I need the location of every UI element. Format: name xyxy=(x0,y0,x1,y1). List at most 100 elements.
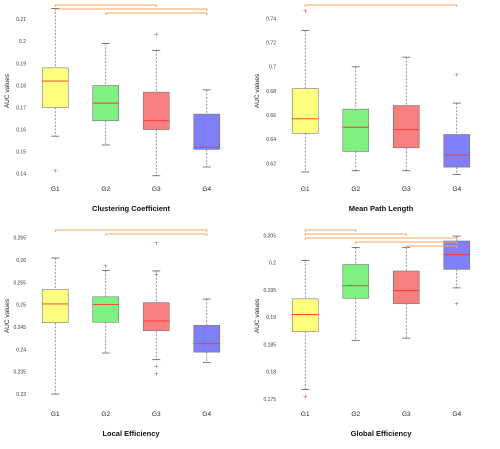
outlier-point: + xyxy=(454,301,459,308)
box-iqr xyxy=(41,289,69,323)
box-iqr xyxy=(392,270,420,305)
significance-bracket xyxy=(54,8,208,11)
y-tick-label: 0.185 xyxy=(263,342,276,348)
box-iqr xyxy=(392,105,420,149)
box-g1: + xyxy=(41,8,69,175)
box-plot: 0.14 0.15 0.16 0.17 0.18 0.19 0.2 0.21 AUC value… xyxy=(4,4,221,213)
y-tick-label: 0.62 xyxy=(266,161,276,167)
chart-panel-local-efficiency: 0.23 0.235 0.24 0.245 0.25 0.255 0.26 0.265 AUC … xyxy=(0,225,250,449)
outlier-point: + xyxy=(154,240,159,247)
y-tick-label: 0.235 xyxy=(13,370,26,376)
y-tick-label: 0.68 xyxy=(266,89,276,95)
box-g2 xyxy=(342,66,370,172)
outlier-point: + xyxy=(154,371,159,378)
significance-bracket xyxy=(405,245,458,248)
y-tick-label: 0.15 xyxy=(16,149,26,155)
box-iqr xyxy=(443,134,471,168)
x-category-label: G3 xyxy=(402,411,411,418)
y-tick-label: 0.16 xyxy=(16,127,26,133)
y-tick-label: 0.2 xyxy=(269,261,276,267)
chart-panel-clustering-coefficient: 0.14 0.15 0.16 0.17 0.18 0.19 0.2 0.21 AUC value… xyxy=(0,0,250,224)
box-iqr xyxy=(342,108,370,152)
significance-bracket xyxy=(54,4,157,7)
y-tick-label: 0.7 xyxy=(269,65,276,71)
box-iqr xyxy=(41,67,69,108)
x-category-label: G2 xyxy=(351,411,360,418)
y-tick-label: 0.24 xyxy=(16,347,26,353)
box-iqr xyxy=(142,91,170,130)
y-tick-label: 0.14 xyxy=(16,171,26,177)
y-tick-label: 0.64 xyxy=(266,137,276,143)
y-tick-label: 0.23 xyxy=(16,392,26,398)
outlier-point: + xyxy=(154,364,159,371)
chart-title: Global Efficiency xyxy=(351,429,413,438)
chart-panel-mean-path-length: 0.62 0.64 0.66 0.68 0.7 0.72 0.74 AUC values + + G… xyxy=(250,0,500,224)
box-iqr xyxy=(193,325,221,353)
y-tick-label: 0.19 xyxy=(16,61,26,67)
x-category-label: G2 xyxy=(101,186,110,193)
x-category-label: G4 xyxy=(452,411,461,418)
x-category-label: G3 xyxy=(152,186,161,193)
box-plot: 0.175 0.18 0.185 0.19 0.195 0.2 0.205 AUC value… xyxy=(254,229,471,438)
box-iqr xyxy=(291,298,319,332)
x-category-label: G3 xyxy=(152,411,161,418)
x-category-label: G2 xyxy=(101,411,110,418)
outlier-point: + xyxy=(303,394,308,401)
box-g2: + xyxy=(92,263,120,354)
box-g4 xyxy=(193,298,221,363)
box-plot: 0.23 0.235 0.24 0.245 0.25 0.255 0.26 0.265 AUC … xyxy=(4,229,221,438)
outlier-point: + xyxy=(303,8,308,15)
chart-title: Local Efficiency xyxy=(102,429,160,438)
box-g2 xyxy=(342,247,370,341)
significance-bracket xyxy=(304,233,407,236)
box-g3: ++++ xyxy=(142,240,170,378)
box-iqr xyxy=(291,88,319,134)
significance-bracket xyxy=(355,241,458,244)
y-tick-label: 0.66 xyxy=(266,113,276,119)
outlier-point: + xyxy=(154,32,159,39)
chart-title: Clustering Coefficient xyxy=(92,204,170,213)
box-g1: + xyxy=(291,260,319,401)
outlier-point: + xyxy=(103,263,108,270)
box-g3: + xyxy=(142,32,170,177)
significance-bracket xyxy=(54,229,208,232)
x-category-label: G4 xyxy=(452,186,461,193)
box-iqr xyxy=(92,296,120,323)
y-tick-label: 0.195 xyxy=(263,288,276,294)
chart-title: Mean Path Length xyxy=(349,204,414,213)
y-axis-label: AUC values xyxy=(4,73,11,108)
x-category-label: G1 xyxy=(51,411,60,418)
box-iqr xyxy=(443,240,471,270)
y-axis-label: AUC values xyxy=(254,298,261,333)
x-category-label: G4 xyxy=(202,186,211,193)
y-tick-label: 0.21 xyxy=(16,17,26,23)
box-g3 xyxy=(392,56,420,172)
x-category-label: G2 xyxy=(351,186,360,193)
outlier-point: + xyxy=(154,271,159,278)
y-tick-label: 0.245 xyxy=(13,325,26,331)
significance-bracket xyxy=(105,233,208,236)
significance-bracket xyxy=(304,4,458,7)
y-tick-label: 0.26 xyxy=(16,258,26,264)
significance-bracket xyxy=(105,12,208,15)
y-tick-label: 0.74 xyxy=(266,16,276,22)
y-tick-label: 0.25 xyxy=(16,303,26,309)
y-tick-label: 0.175 xyxy=(263,397,276,403)
x-category-label: G1 xyxy=(51,186,60,193)
box-iqr xyxy=(342,264,370,299)
y-tick-label: 0.265 xyxy=(13,236,26,242)
outlier-point: + xyxy=(454,72,459,79)
x-category-label: G1 xyxy=(301,411,310,418)
y-axis-label: AUC values xyxy=(4,298,11,333)
box-plot: 0.62 0.64 0.66 0.68 0.7 0.72 0.74 AUC values + + G… xyxy=(254,4,471,213)
y-tick-label: 0.72 xyxy=(266,40,276,46)
box-iqr xyxy=(193,113,221,150)
box-g4: + xyxy=(443,72,471,175)
x-category-label: G1 xyxy=(301,186,310,193)
significance-bracket xyxy=(304,237,458,240)
chart-panel-global-efficiency: 0.175 0.18 0.185 0.19 0.195 0.2 0.205 AUC value… xyxy=(250,225,500,449)
x-category-label: G3 xyxy=(402,186,411,193)
y-axis-label: AUC values xyxy=(254,73,261,108)
box-g1 xyxy=(41,257,69,395)
box-g2 xyxy=(92,43,120,146)
